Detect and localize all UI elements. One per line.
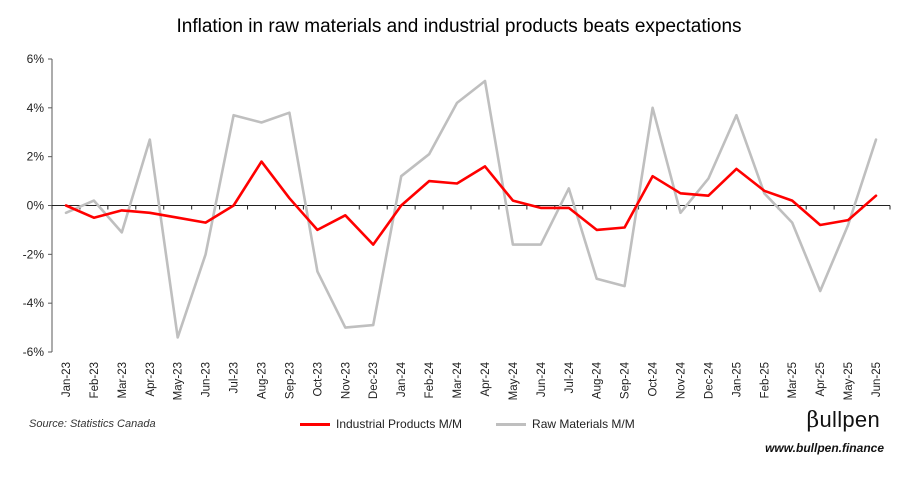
site-url: www.bullpen.finance bbox=[765, 441, 884, 455]
x-tick-label: Sep-24 bbox=[620, 361, 632, 399]
x-tick-label: Nov-23 bbox=[340, 362, 352, 399]
x-tick-label: Nov-24 bbox=[676, 361, 688, 399]
y-tick-label: 4% bbox=[27, 101, 45, 115]
x-tick-label: Aug-24 bbox=[592, 361, 604, 399]
x-tick-label: Mar-24 bbox=[452, 361, 464, 398]
y-tick-label: -4% bbox=[23, 296, 45, 310]
x-tick-label: Jun-24 bbox=[536, 361, 548, 397]
brand-beta: β bbox=[806, 408, 820, 433]
x-tick-label: Oct-24 bbox=[648, 361, 660, 396]
x-tick-label: Jan-23 bbox=[61, 362, 73, 397]
source-note: Source: Statistics Canada bbox=[29, 418, 156, 430]
x-tick-label: Apr-23 bbox=[145, 362, 157, 397]
x-tick-label: Jan-24 bbox=[396, 361, 408, 397]
x-tick-label: Oct-23 bbox=[312, 362, 324, 397]
x-tick-label: Feb-25 bbox=[759, 362, 771, 398]
legend-label-raw: Raw Materials M/M bbox=[532, 417, 635, 431]
x-tick-label: Apr-24 bbox=[480, 361, 492, 396]
x-tick-label: Jan-25 bbox=[731, 362, 743, 397]
brand-name: ullpen bbox=[819, 407, 880, 432]
y-axis: 6% 4% 2% 0% -2% -4% -6% bbox=[23, 52, 53, 359]
x-tick-label: Sep-23 bbox=[284, 362, 296, 399]
x-tick-label: Mar-25 bbox=[787, 362, 799, 398]
y-tick-label: 2% bbox=[27, 150, 45, 164]
x-tick-label: Jun-23 bbox=[201, 362, 213, 397]
y-tick-label: 6% bbox=[27, 52, 45, 66]
x-tick-label: May-24 bbox=[508, 361, 520, 400]
x-tick-label: May-23 bbox=[173, 362, 185, 400]
x-tick-label: Feb-24 bbox=[424, 361, 436, 398]
series-lines bbox=[64, 79, 878, 339]
chart-title: Inflation in raw materials and industria… bbox=[176, 16, 742, 37]
x-tick-label: Jul-23 bbox=[229, 362, 241, 393]
x-tick-label: Mar-23 bbox=[117, 362, 129, 398]
y-tick-label: -6% bbox=[23, 345, 45, 359]
x-tick-label: Dec-23 bbox=[368, 362, 380, 399]
legend-swatch-industrial bbox=[300, 422, 330, 426]
legend-item-industrial: Industrial Products M/M bbox=[300, 417, 462, 431]
x-tick-label: May-25 bbox=[843, 362, 855, 400]
y-tick-label: -2% bbox=[23, 247, 45, 261]
x-tick-label: Jul-24 bbox=[564, 361, 576, 393]
x-tick-label: Jun-25 bbox=[871, 362, 883, 397]
x-axis: Jan-23 Feb-23 Mar-23 Apr-23 May-23 Jun-23 Jul-… bbox=[51, 205, 891, 400]
series-line-industrial-products bbox=[64, 160, 878, 246]
x-tick-label: Feb-23 bbox=[89, 362, 101, 398]
y-tick-label: 0% bbox=[27, 199, 45, 213]
series-line-raw-materials bbox=[64, 79, 878, 339]
x-tick-label: Dec-24 bbox=[703, 361, 715, 399]
x-tick-label: Aug-23 bbox=[257, 362, 269, 399]
legend-label-industrial: Industrial Products M/M bbox=[336, 417, 463, 431]
x-tick-label: Apr-25 bbox=[815, 362, 827, 397]
legend-swatch-raw bbox=[496, 422, 527, 426]
legend-item-raw: Raw Materials M/M bbox=[496, 417, 635, 431]
legend: Industrial Products M/M Raw Materials M/… bbox=[300, 417, 669, 431]
brand-logo: βullpen bbox=[806, 407, 880, 433]
